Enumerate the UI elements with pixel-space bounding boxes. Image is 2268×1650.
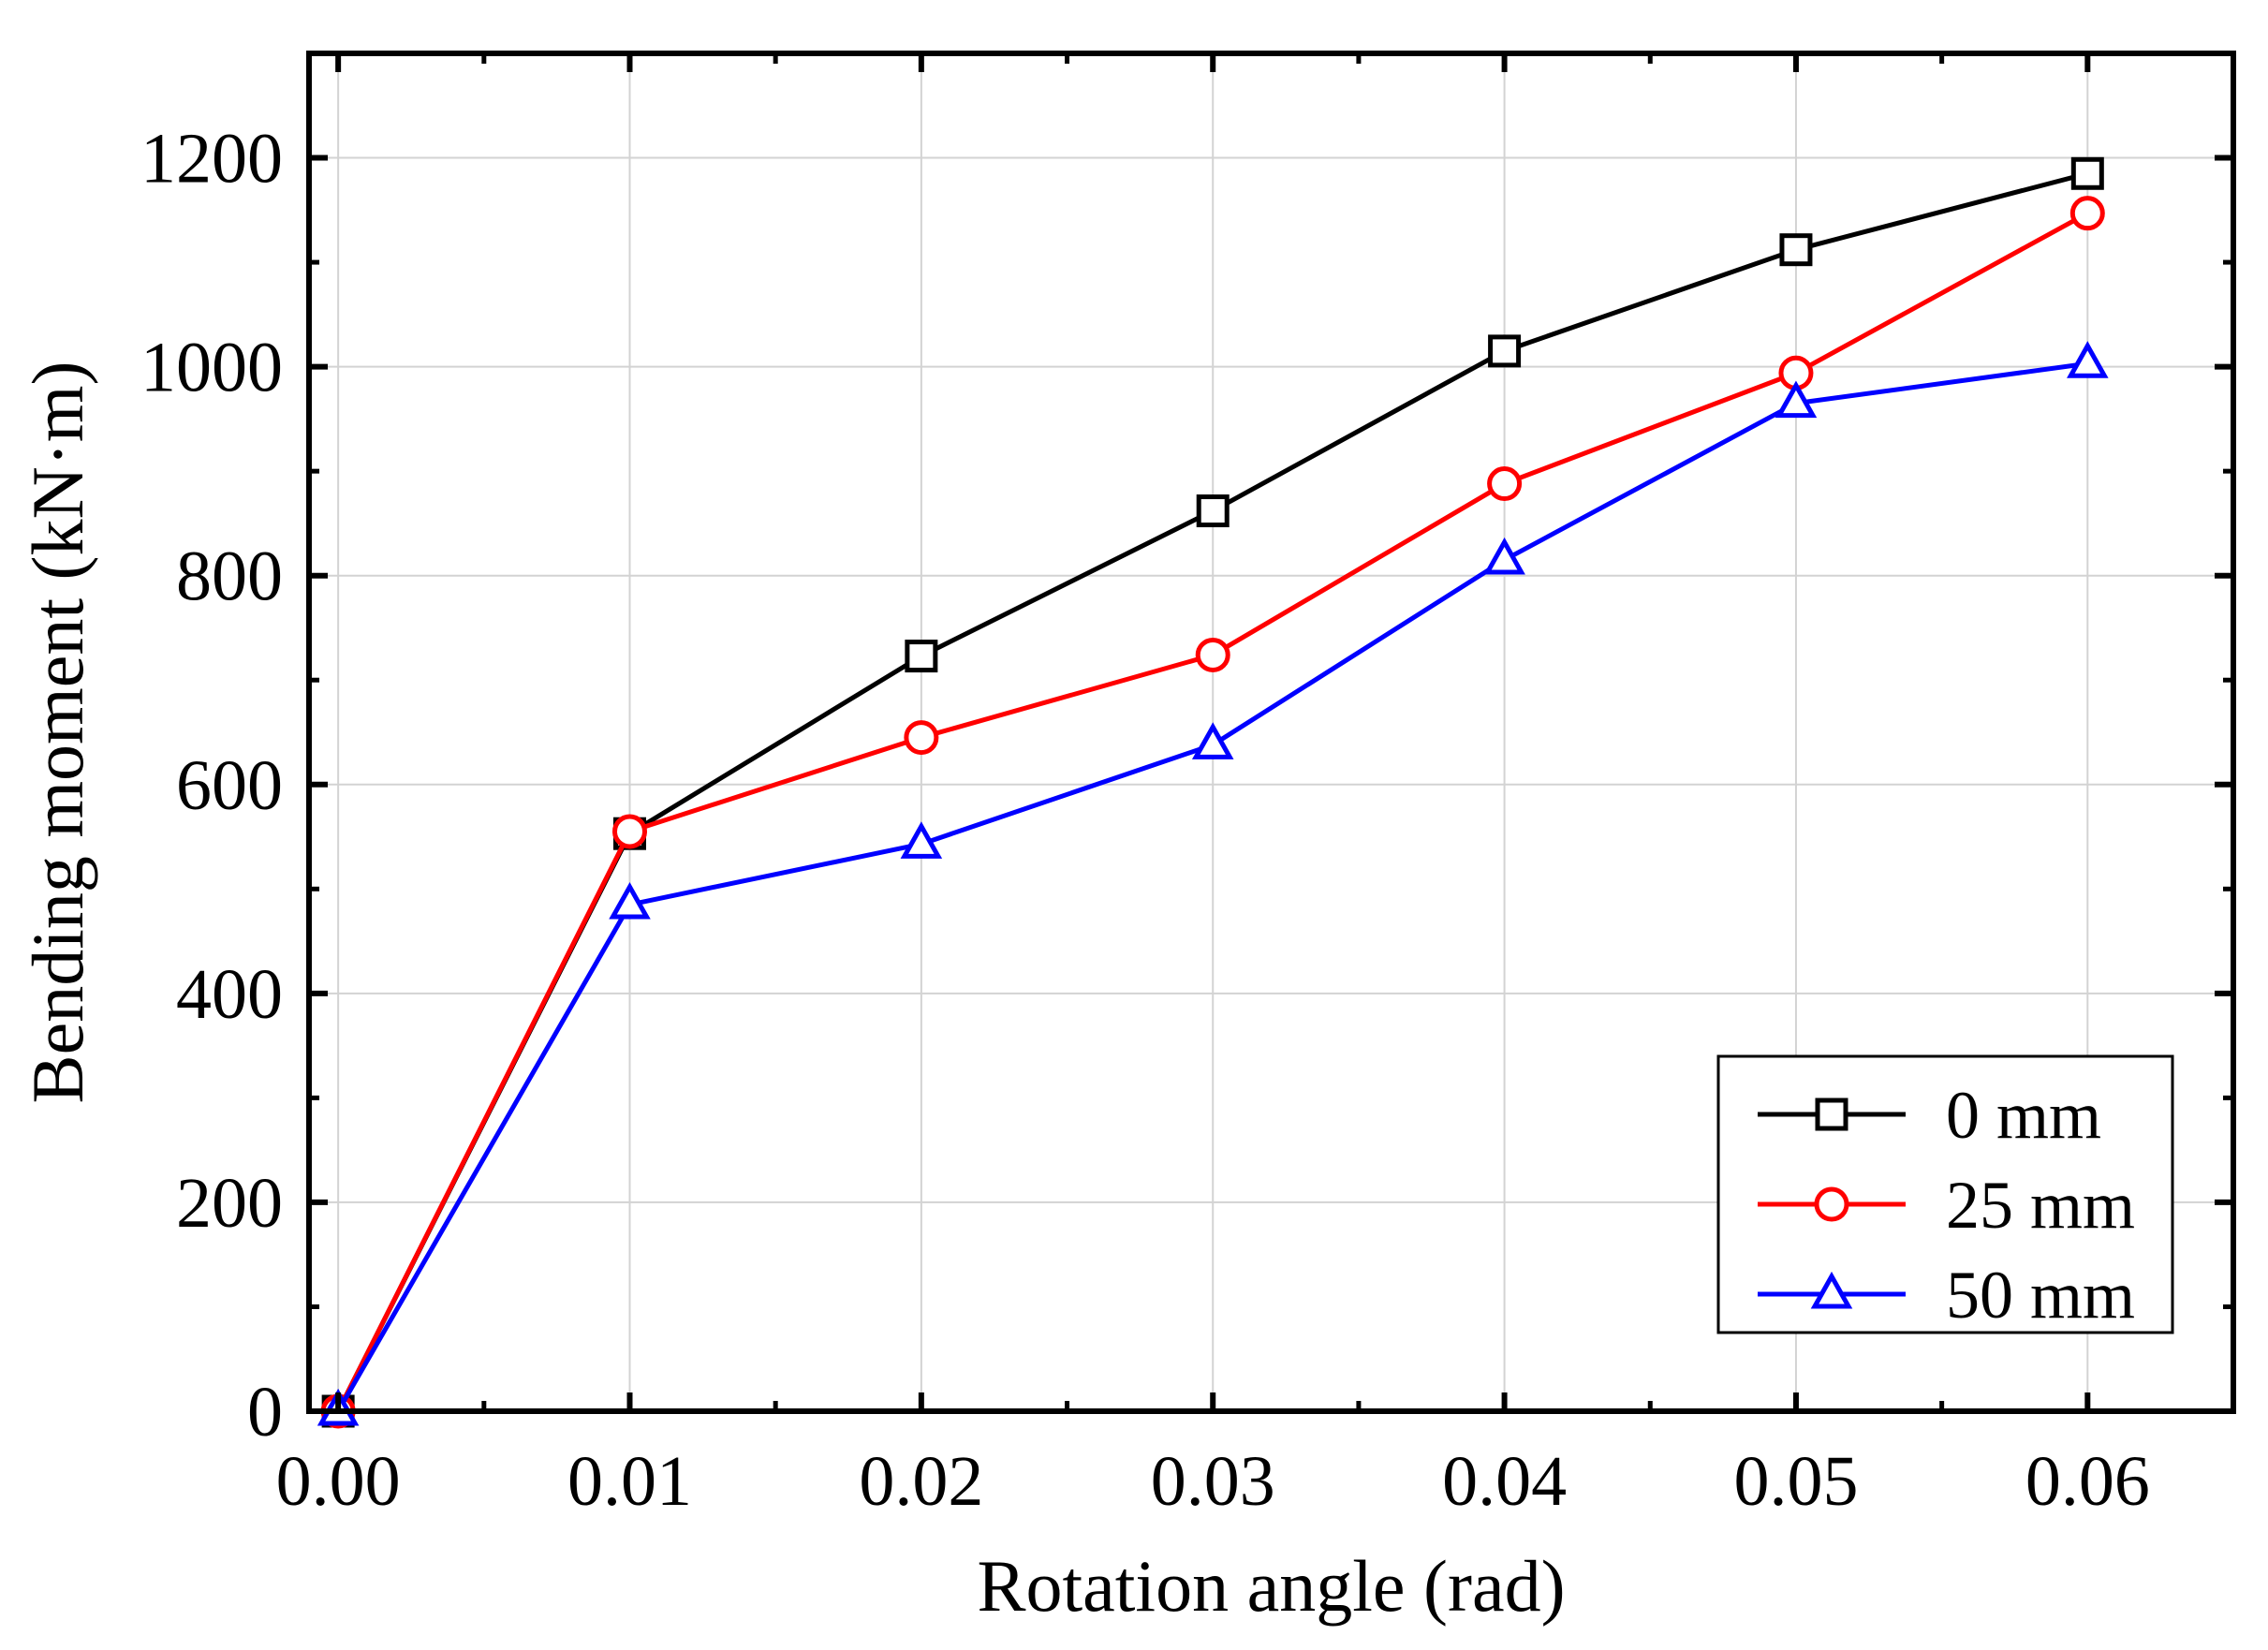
y-tick-label: 200 xyxy=(176,1164,283,1243)
y-tick-label: 0 xyxy=(247,1373,283,1451)
data-point xyxy=(1191,722,1234,759)
legend-box xyxy=(1716,1054,2174,1334)
x-tick-label: 0.00 xyxy=(276,1442,401,1521)
data-point xyxy=(2069,196,2105,231)
axes: 0.00 0.01 0.02 0.03 0.04 0.05 0.06 0 200 400 600 80… xyxy=(140,53,2233,1521)
x-tick-label: 0.03 xyxy=(1151,1442,1275,1521)
x-tick-label: 0.01 xyxy=(567,1442,692,1521)
legend-label: 50 mm xyxy=(1946,1258,2135,1333)
data-point xyxy=(612,814,647,849)
data-point xyxy=(1196,494,1230,528)
legend-marker xyxy=(1815,1098,1848,1131)
x-tick-label: 0.04 xyxy=(1442,1442,1567,1521)
data-point xyxy=(1775,380,1818,419)
y-tick-label: 600 xyxy=(176,746,283,825)
y-axis-title: Bending moment (kN·m) xyxy=(17,361,98,1104)
plot-frame xyxy=(306,51,2236,1414)
data-point xyxy=(1195,637,1230,672)
data-point xyxy=(1488,334,1522,368)
data-point xyxy=(2067,341,2109,378)
x-tick-label: 0.02 xyxy=(859,1442,983,1521)
data-point xyxy=(900,821,943,859)
legend-marker xyxy=(1810,1271,1853,1309)
data-point xyxy=(1779,233,1813,267)
y-tick-label: 800 xyxy=(176,538,283,616)
y-tick-label: 1000 xyxy=(140,329,283,407)
legend: 0 mm 25 mm 50 mm xyxy=(1716,1054,2174,1334)
series-50-mm xyxy=(317,341,2109,1426)
legend-marker xyxy=(1814,1186,1849,1222)
series-layer xyxy=(317,156,2109,1429)
data-point xyxy=(905,640,938,673)
grid-lines xyxy=(309,53,2233,1411)
legend-label: 25 mm xyxy=(1946,1168,2135,1243)
x-tick-label: 0.05 xyxy=(1733,1442,1858,1521)
data-point xyxy=(1487,466,1523,502)
data-point xyxy=(609,881,651,920)
legend-label: 0 mm xyxy=(1946,1078,2101,1153)
y-tick-label: 400 xyxy=(176,955,283,1034)
y-tick-label: 1200 xyxy=(140,120,283,199)
x-axis-title: Rotation angle (rad) xyxy=(977,1545,1565,1627)
data-point xyxy=(1483,537,1525,575)
data-point xyxy=(2070,156,2104,190)
data-point xyxy=(904,720,939,756)
x-tick-label: 0.06 xyxy=(2025,1442,2150,1521)
